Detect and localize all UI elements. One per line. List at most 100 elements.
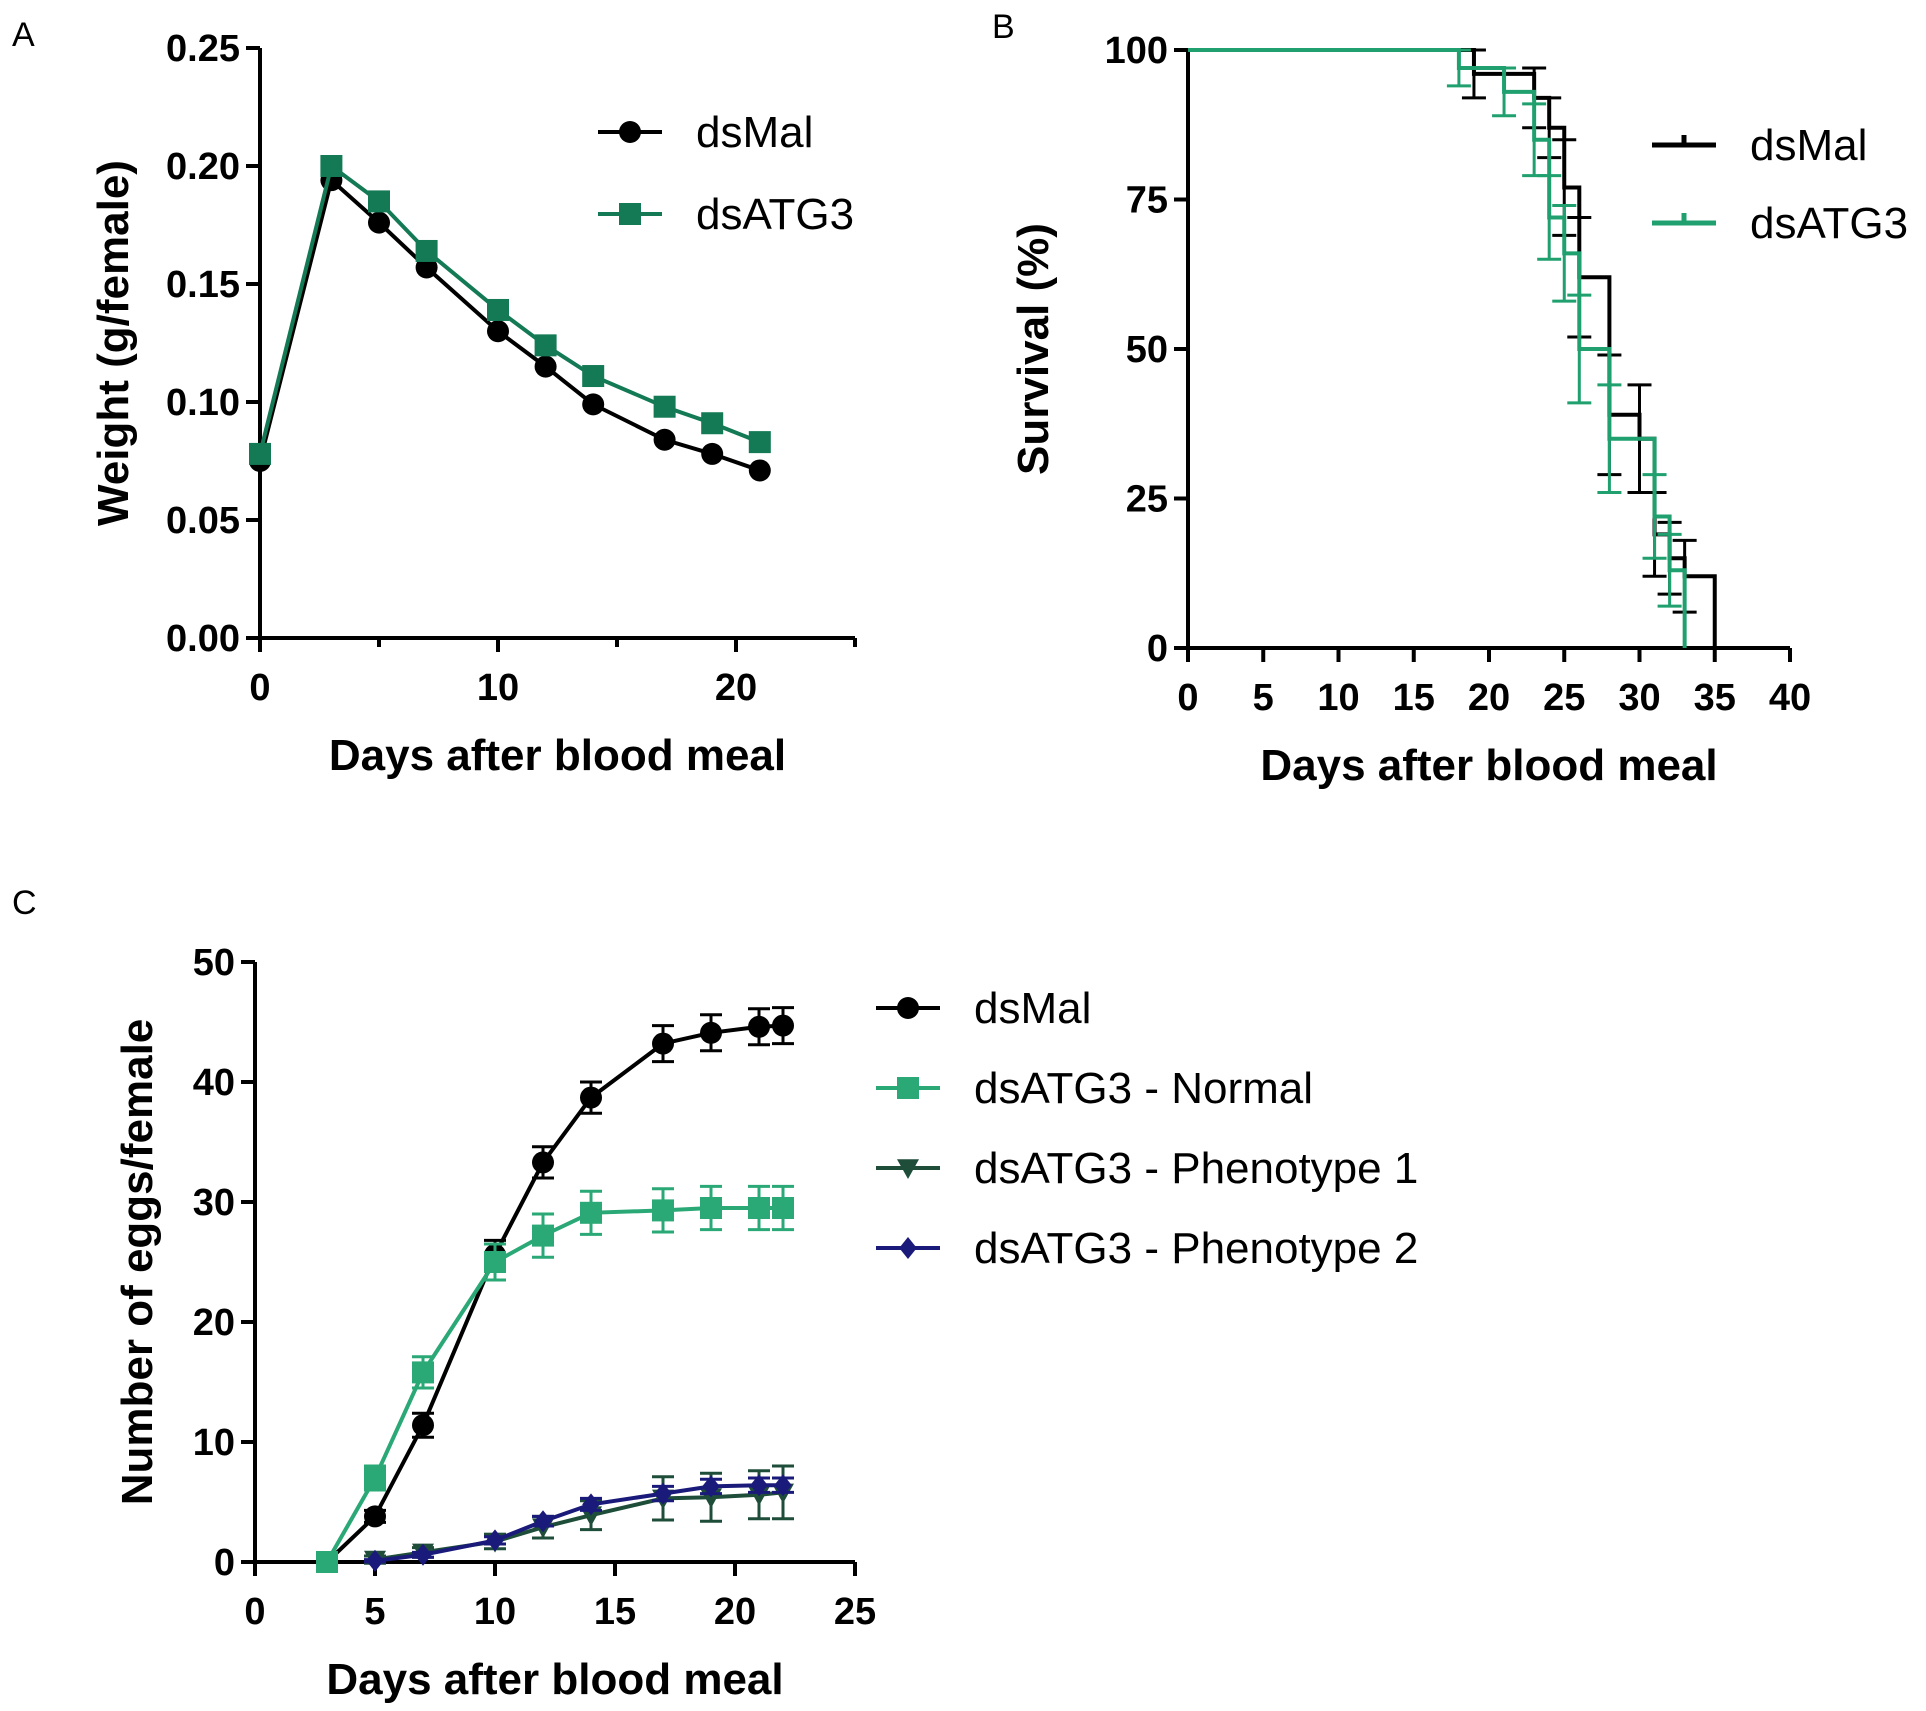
panel-label-c: C bbox=[12, 884, 37, 922]
y-tick-label: 30 bbox=[193, 1182, 235, 1224]
panel-label-b: B bbox=[992, 8, 1015, 46]
x-tick-label: 5 bbox=[1253, 677, 1274, 719]
y-tick-label: 50 bbox=[193, 942, 235, 984]
data-point bbox=[774, 1474, 792, 1497]
y-axis-title: Number of eggs/female bbox=[113, 1019, 162, 1506]
x-axis-title: Days after blood meal bbox=[329, 731, 786, 780]
x-tick-label: 20 bbox=[1468, 677, 1510, 719]
data-point bbox=[364, 1505, 386, 1528]
x-axis-title: Days after blood meal bbox=[326, 1655, 783, 1704]
x-tick-label: 25 bbox=[1543, 677, 1585, 719]
y-axis-title: Weight (g/female) bbox=[89, 160, 138, 526]
x-tick-label: 20 bbox=[714, 1591, 756, 1633]
data-point bbox=[654, 1482, 672, 1505]
series-line bbox=[325, 1206, 783, 1563]
x-axis-title: Days after blood meal bbox=[1260, 741, 1717, 790]
legend-label: dsATG3 - Phenotype 1 bbox=[974, 1144, 1418, 1193]
legend-marker bbox=[897, 1159, 919, 1179]
series-dsatg3 bbox=[249, 155, 771, 465]
data-point bbox=[414, 1543, 432, 1566]
x-tick-label: 15 bbox=[1393, 677, 1435, 719]
legend-marker bbox=[619, 203, 641, 225]
x-tick-label: 35 bbox=[1694, 677, 1736, 719]
data-point bbox=[486, 1529, 504, 1552]
series-dsatg3-phenotype-2 bbox=[364, 1474, 794, 1572]
data-point bbox=[316, 1551, 338, 1573]
data-point bbox=[580, 1086, 602, 1109]
data-point bbox=[412, 1414, 434, 1437]
data-point bbox=[701, 412, 724, 435]
y-tick-label: 75 bbox=[1126, 180, 1168, 222]
data-point bbox=[412, 1361, 434, 1384]
data-point bbox=[702, 1475, 720, 1498]
legend-marker bbox=[897, 997, 919, 1019]
data-point bbox=[700, 1021, 722, 1044]
y-tick-label: 25 bbox=[1126, 479, 1168, 521]
series-line bbox=[258, 162, 761, 455]
chart-a: 0.00 0.05 0.10 0.15 0.20 0.25 0 10 20 Days after … bbox=[89, 28, 857, 780]
y-tick-label: 0.20 bbox=[166, 146, 240, 188]
y-axis-title: Survival (%) bbox=[1009, 223, 1058, 475]
data-point bbox=[366, 1549, 384, 1572]
y-tick-label: 0.25 bbox=[166, 28, 240, 70]
x-tick-label: 15 bbox=[594, 1591, 636, 1633]
panel-label-a: A bbox=[12, 16, 35, 54]
x-tick-label: 0 bbox=[249, 667, 270, 709]
legend-marker bbox=[619, 121, 641, 143]
x-tick-label: 10 bbox=[474, 1591, 516, 1633]
data-point bbox=[487, 298, 509, 321]
y-tick-label: 0.15 bbox=[166, 264, 240, 306]
series-line bbox=[258, 176, 761, 473]
series-dsmal bbox=[249, 169, 771, 482]
x-tick-label: 20 bbox=[715, 667, 757, 709]
data-point bbox=[653, 428, 676, 451]
legend-label: dsATG3 bbox=[1750, 199, 1908, 248]
data-point bbox=[748, 1015, 770, 1038]
survival-step bbox=[1188, 48, 1717, 648]
data-point bbox=[534, 355, 557, 378]
data-point bbox=[750, 1474, 768, 1497]
y-tick-label: 0.05 bbox=[166, 500, 240, 542]
y-tick-label: 0 bbox=[214, 1542, 235, 1584]
data-point bbox=[415, 256, 438, 279]
x-tick-label: 10 bbox=[1317, 677, 1359, 719]
data-point bbox=[653, 395, 676, 418]
data-point bbox=[320, 155, 343, 177]
survival-step bbox=[1188, 48, 1687, 648]
legend-label: dsMal bbox=[974, 984, 1091, 1033]
data-point bbox=[748, 1197, 770, 1219]
data-point bbox=[582, 1493, 600, 1516]
data-point bbox=[484, 1251, 506, 1273]
series-dsatg3 bbox=[1188, 48, 1687, 648]
series-dsatg3-normal bbox=[316, 1184, 794, 1573]
y-tick-label: 20 bbox=[193, 1302, 235, 1344]
x-tick-label: 30 bbox=[1618, 677, 1660, 719]
legend-marker bbox=[899, 1237, 917, 1259]
data-point bbox=[748, 431, 771, 454]
legend-label: dsMal bbox=[696, 108, 813, 157]
legend-label: dsATG3 bbox=[696, 190, 854, 239]
series-dsmal bbox=[316, 1006, 794, 1573]
data-point bbox=[582, 393, 605, 416]
x-tick-label: 5 bbox=[364, 1591, 385, 1633]
data-point bbox=[364, 1467, 386, 1489]
y-tick-label: 40 bbox=[193, 1062, 235, 1104]
data-point bbox=[652, 1032, 674, 1055]
series-line bbox=[325, 1023, 784, 1564]
legend-label: dsMal bbox=[1750, 121, 1867, 170]
y-tick-label: 50 bbox=[1126, 329, 1168, 371]
data-point bbox=[772, 1014, 794, 1037]
data-point bbox=[748, 459, 771, 482]
y-tick-label: 100 bbox=[1105, 30, 1168, 72]
x-tick-label: 40 bbox=[1769, 677, 1811, 719]
data-point bbox=[532, 1151, 554, 1174]
y-tick-label: 0.10 bbox=[166, 382, 240, 424]
series-dsmal bbox=[1188, 48, 1717, 648]
data-point bbox=[532, 1224, 554, 1247]
data-point bbox=[652, 1199, 674, 1222]
x-tick-label: 10 bbox=[477, 667, 519, 709]
data-point bbox=[580, 1201, 602, 1224]
data-point bbox=[772, 1197, 794, 1219]
x-tick-label: 0 bbox=[1177, 677, 1198, 719]
